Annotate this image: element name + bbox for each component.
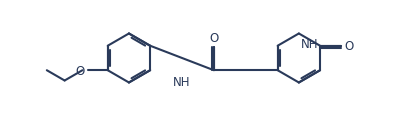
Text: NH: NH [301,38,318,51]
Text: NH: NH [173,76,190,89]
Text: O: O [75,64,85,77]
Text: O: O [209,31,218,44]
Text: O: O [344,40,353,53]
